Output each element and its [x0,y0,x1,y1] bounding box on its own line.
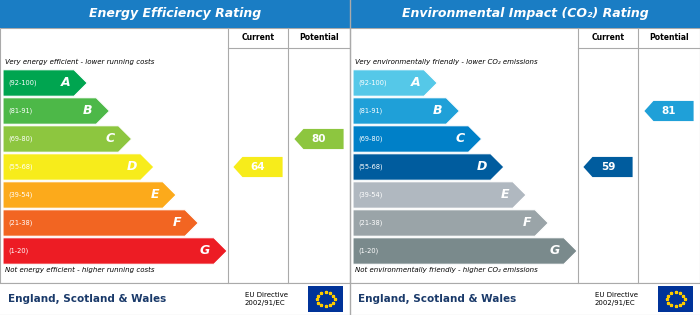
Text: A: A [60,77,70,89]
Text: F: F [172,216,181,230]
Polygon shape [3,238,227,264]
Text: E: E [500,188,509,202]
Text: England, Scotland & Wales: England, Scotland & Wales [8,294,167,304]
Bar [350,28,700,283]
Text: (21-38): (21-38) [8,220,32,226]
Text: Not energy efficient - higher running costs: Not energy efficient - higher running co… [5,267,155,273]
Text: B: B [433,105,442,117]
Polygon shape [3,210,198,236]
Polygon shape [3,126,132,152]
Text: (92-100): (92-100) [8,80,36,86]
Polygon shape [3,70,88,96]
Text: G: G [199,244,210,257]
Text: (81-91): (81-91) [358,108,382,114]
Text: 64: 64 [251,162,265,172]
Text: 81: 81 [662,106,676,116]
Bar [350,0,700,28]
Bar [350,283,700,315]
Polygon shape [353,154,504,180]
Text: (81-91): (81-91) [8,108,32,114]
Text: (69-80): (69-80) [358,136,382,142]
Text: (92-100): (92-100) [358,80,386,86]
Text: (55-68): (55-68) [358,164,383,170]
Text: C: C [105,133,114,146]
Bar [658,286,693,312]
Text: (69-80): (69-80) [8,136,32,142]
Text: C: C [455,133,464,146]
Polygon shape [295,129,344,149]
Text: (1-20): (1-20) [358,248,378,254]
Text: G: G [550,244,560,257]
Text: 59: 59 [601,162,615,172]
Polygon shape [353,182,526,208]
Bar [0,28,350,283]
Polygon shape [3,98,109,124]
Polygon shape [3,182,176,208]
Text: (39-54): (39-54) [358,192,382,198]
Polygon shape [353,126,482,152]
Text: A: A [410,77,420,89]
Text: EU Directive
2002/91/EC: EU Directive 2002/91/EC [245,292,288,306]
Polygon shape [353,210,548,236]
Text: (1-20): (1-20) [8,248,28,254]
Text: Very energy efficient - lower running costs: Very energy efficient - lower running co… [5,59,155,65]
Text: 80: 80 [312,134,326,144]
Polygon shape [233,157,283,177]
Text: Current: Current [592,33,624,43]
Text: Very environmentally friendly - lower CO₂ emissions: Very environmentally friendly - lower CO… [355,59,538,65]
Text: Potential: Potential [299,33,339,43]
Text: England, Scotland & Wales: England, Scotland & Wales [358,294,517,304]
Text: Energy Efficiency Rating: Energy Efficiency Rating [89,8,261,20]
Text: E: E [150,188,159,202]
Text: (21-38): (21-38) [358,220,382,226]
Text: D: D [126,161,136,174]
Text: F: F [522,216,531,230]
Text: (39-54): (39-54) [8,192,32,198]
Text: (55-68): (55-68) [8,164,33,170]
Polygon shape [645,101,694,121]
Polygon shape [583,157,633,177]
Text: Not environmentally friendly - higher CO₂ emissions: Not environmentally friendly - higher CO… [355,267,538,273]
Bar [308,286,343,312]
Polygon shape [3,154,154,180]
Text: Current: Current [241,33,274,43]
Bar [0,0,350,28]
Text: D: D [476,161,486,174]
Text: B: B [83,105,92,117]
Polygon shape [353,70,438,96]
Bar [0,283,350,315]
Text: Potential: Potential [649,33,689,43]
Text: EU Directive
2002/91/EC: EU Directive 2002/91/EC [595,292,638,306]
Text: Environmental Impact (CO₂) Rating: Environmental Impact (CO₂) Rating [402,8,648,20]
Polygon shape [353,238,577,264]
Polygon shape [353,98,459,124]
